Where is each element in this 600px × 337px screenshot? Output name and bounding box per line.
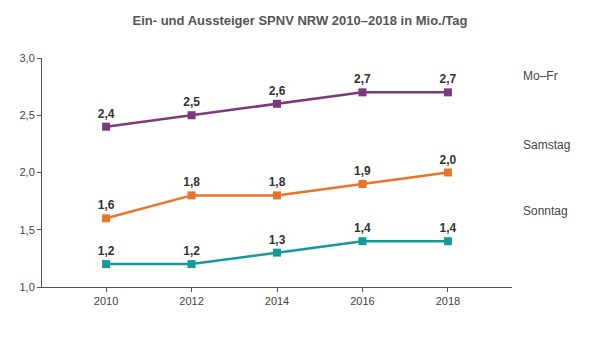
svg-text:2,7: 2,7 — [440, 72, 457, 86]
svg-text:2,5: 2,5 — [183, 95, 200, 109]
svg-text:1,8: 1,8 — [183, 175, 200, 189]
svg-text:1,8: 1,8 — [269, 175, 286, 189]
svg-text:1,5: 1,5 — [20, 224, 35, 236]
svg-text:1,2: 1,2 — [183, 244, 200, 258]
svg-text:3,0: 3,0 — [20, 52, 35, 64]
svg-text:1,6: 1,6 — [98, 198, 115, 212]
svg-text:1,0: 1,0 — [20, 281, 35, 293]
svg-text:1,3: 1,3 — [269, 233, 286, 247]
svg-text:2,0: 2,0 — [440, 153, 457, 167]
svg-text:2,6: 2,6 — [269, 84, 286, 98]
svg-text:1,2: 1,2 — [98, 244, 115, 258]
svg-text:Ein- und Aussteiger SPNV NRW 2: Ein- und Aussteiger SPNV NRW 2010–2018 i… — [133, 13, 468, 28]
svg-text:1,4: 1,4 — [440, 221, 457, 235]
svg-text:2010: 2010 — [94, 295, 118, 307]
svg-text:Sonntag: Sonntag — [523, 204, 568, 218]
svg-text:2014: 2014 — [265, 295, 289, 307]
svg-text:2,4: 2,4 — [98, 107, 115, 121]
svg-text:2018: 2018 — [436, 295, 460, 307]
svg-text:2016: 2016 — [350, 295, 374, 307]
svg-text:2,0: 2,0 — [20, 166, 35, 178]
svg-text:1,4: 1,4 — [354, 221, 371, 235]
svg-text:Mo–Fr: Mo–Fr — [523, 69, 558, 83]
svg-text:2,7: 2,7 — [354, 72, 371, 86]
svg-text:2012: 2012 — [179, 295, 203, 307]
svg-text:Samstag: Samstag — [523, 138, 570, 152]
svg-text:2,5: 2,5 — [20, 109, 35, 121]
svg-text:1,9: 1,9 — [354, 164, 371, 178]
